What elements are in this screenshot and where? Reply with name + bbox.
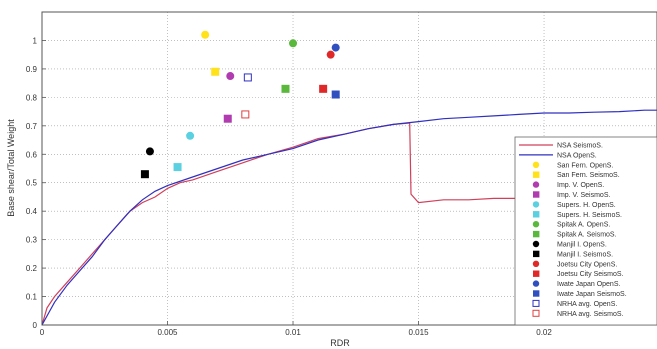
legend-label: Imp. V. SeismoS. [557,192,610,199]
y-tick-label: 0.4 [26,207,38,216]
legend-marker [532,161,540,168]
data-point [243,73,252,82]
legend-marker [532,309,540,317]
data-point [226,72,235,81]
legend-marker [533,191,540,198]
legend-item: San Fern. OpenS. [532,161,613,169]
data-point [289,39,298,48]
legend-item: NRHA avg. OpenS. [532,299,617,308]
legend-marker [533,250,540,258]
legend-item: Imp. V. OpenS. [532,181,604,189]
x-axis-ticks: 0 0.005 0.01 0.015 0.02 [40,321,552,337]
data-point [241,110,250,119]
legend-marker [532,201,540,208]
legend-label: NRHA avg. SeismoS. [557,311,624,318]
y-tick-label: 0.3 [26,236,38,245]
legend-label: NRHA avg. OpenS. [557,301,617,308]
data-point [331,43,340,52]
y-axis-label: Base shear/Total Weight [6,119,16,217]
data-point [186,131,195,140]
legend-label: Imp. V. OpenS. [557,182,604,189]
data-point [223,114,232,123]
y-tick-label: 0.8 [26,93,38,102]
legend-label: Iwate Japan SeismoS. [557,291,627,298]
x-tick-label: 0 [40,328,45,337]
data-point [173,163,182,172]
data-point [319,84,328,93]
legend-item: Iwate Japan SeismoS. [533,290,627,298]
y-tick-label: 0.7 [26,122,38,131]
legend-item: NSA SeismoS. [519,143,603,150]
legend-item: Spitak A. OpenS. [532,221,610,229]
legend-marker [533,211,540,218]
legend-marker [532,280,540,287]
legend-label: Manjil I. OpenS. [557,242,607,249]
y-tick-label: 1 [33,36,38,45]
legend-label: Spitak A. SeismoS. [557,232,617,239]
legend-label: NSA SeismoS. [557,143,603,150]
legend-item: Supers. H. SeismoS. [533,211,622,219]
data-lines [41,109,657,326]
legend-marker [533,230,540,238]
series-line-0 [41,122,657,326]
y-tick-label: 0.2 [26,264,38,273]
legend-item: Spitak A. SeismoS. [533,230,617,239]
y-tick-label: 0 [33,321,38,330]
data-point [211,67,220,76]
data-point [201,30,210,39]
legend-marker [532,299,540,307]
legend-marker [532,240,540,248]
series-line-1 [41,109,657,326]
legend-item: Manjil I. OpenS. [532,240,607,249]
x-tick-label: 0.015 [409,328,430,337]
legend-label: NSA OpenS. [557,152,597,159]
legend-item: Iwate Japan OpenS. [532,280,620,288]
legend-marker [532,260,540,267]
x-tick-label: 0.02 [536,328,552,337]
legend-item: NSA OpenS. [519,152,597,159]
x-tick-label: 0.01 [285,328,301,337]
legend-label: San Fern. SeismoS. [557,172,620,179]
legend-label: Supers. H. SeismoS. [557,212,622,219]
y-tick-label: 0.6 [26,150,38,159]
legend-item: Joetsu City OpenS. [532,260,617,268]
data-points [140,30,340,179]
legend-label: Iwate Japan OpenS. [557,281,620,288]
legend-marker [532,221,540,228]
x-tick-label: 0.005 [157,328,178,337]
legend-item: Manjil I. SeismoS. [533,250,613,258]
data-point [145,147,154,156]
legend: NSA SeismoS. NSA OpenS. San Fern. OpenS. Sa… [514,136,657,326]
legend-item: Joetsu City SeismoS. [533,270,624,278]
legend-label: San Fern. OpenS. [557,162,613,169]
x-axis-label: RDR [330,338,350,348]
y-tick-label: 0.1 [26,293,38,302]
data-point [281,84,290,93]
legend-marker [533,171,540,178]
legend-label: Joetsu City OpenS. [557,261,617,268]
legend-marker [533,270,540,277]
legend-marker [533,290,540,297]
legend-label: Supers. H. OpenS. [557,202,616,209]
legend-label: Spitak A. OpenS. [557,222,610,229]
legend-item: San Fern. SeismoS. [533,171,620,179]
data-point [331,90,340,99]
legend-label: Manjil I. SeismoS. [557,251,613,258]
legend-item: NRHA avg. SeismoS. [532,309,624,318]
plot-frame [41,11,657,326]
y-tick-label: 0.9 [26,65,38,74]
data-point [326,50,335,59]
y-axis-ticks: 0 0.1 0.2 0.3 0.4 0.5 0.6 0.7 0.8 0.9 1 [26,36,46,330]
legend-label: Joetsu City SeismoS. [557,271,624,278]
y-tick-label: 0.5 [26,179,38,188]
legend-item: Imp. V. SeismoS. [533,191,610,199]
data-point [140,170,149,179]
legend-item: Supers. H. OpenS. [532,201,616,209]
legend-marker [532,181,540,188]
